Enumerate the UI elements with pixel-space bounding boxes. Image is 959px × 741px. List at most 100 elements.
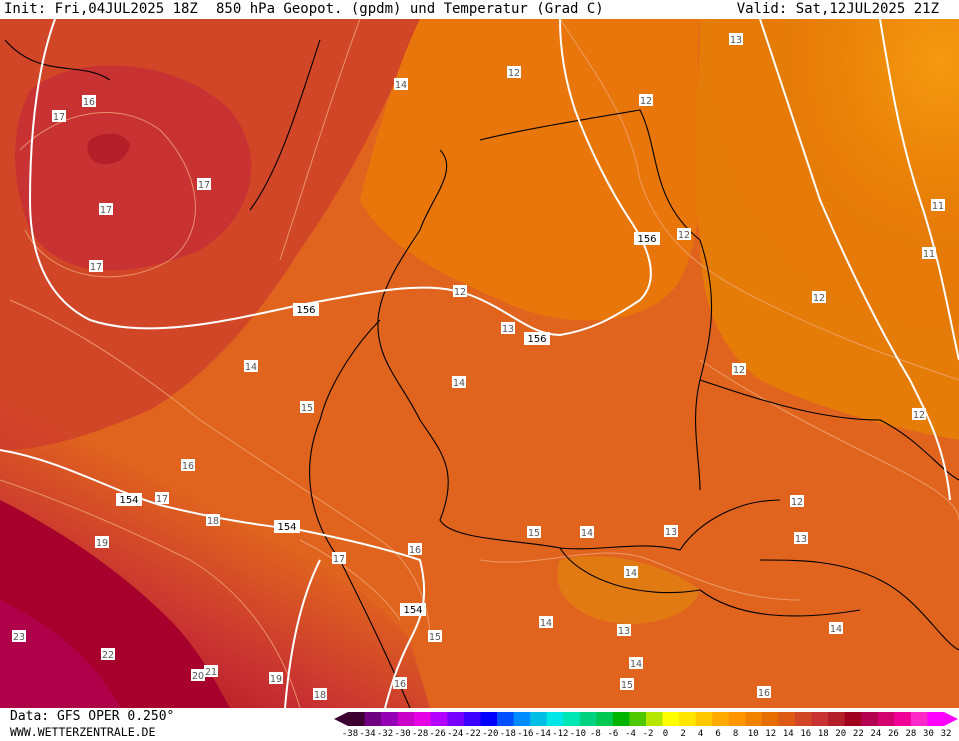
- scale-tick-label: -4: [625, 729, 636, 739]
- geo-label: 156: [634, 232, 660, 245]
- scale-tick-label: 2: [680, 729, 686, 739]
- temp-label: 20: [191, 669, 205, 682]
- temp-label-text: 16: [394, 679, 406, 690]
- scale-swatch: [447, 712, 465, 726]
- temp-label: 13: [729, 33, 743, 46]
- temp-label-text: 18: [207, 516, 219, 527]
- scale-tick-label: -38: [341, 729, 359, 739]
- scale-tick-label: -8: [589, 729, 601, 739]
- temp-label: 12: [677, 228, 691, 241]
- temp-label-text: 14: [453, 378, 465, 389]
- scale-tick-label: -32: [376, 729, 394, 739]
- scale-swatch: [513, 712, 531, 726]
- geo-label: 156: [293, 303, 319, 316]
- geopotential-labels: 156 156 156 154 154 154: [116, 232, 660, 616]
- temp-label-text: 14: [540, 618, 552, 629]
- temp-label: 13: [617, 624, 631, 637]
- temp-label: 13: [501, 322, 515, 335]
- temp-label: 17: [89, 260, 103, 273]
- temp-label: 14: [394, 78, 408, 91]
- temp-label-text: 14: [625, 568, 637, 579]
- temp-label-text: 13: [665, 527, 677, 538]
- temp-label: 14: [829, 622, 843, 635]
- geo-label-text: 154: [277, 522, 296, 533]
- scale-swatch: [844, 712, 862, 726]
- geopotential-lines: [0, 19, 959, 708]
- temp-label-text: 11: [932, 201, 944, 212]
- temp-label-text: 21: [205, 667, 217, 678]
- scale-tick-label: -24: [447, 729, 464, 739]
- geo-label-text: 154: [403, 605, 422, 616]
- temp-label: 12: [732, 363, 746, 376]
- country-borders: [4, 39, 959, 708]
- temp-label-text: 12: [913, 410, 925, 421]
- temp-label: 13: [664, 525, 678, 538]
- scale-swatch: [546, 712, 564, 726]
- scale-tick-label: 16: [800, 729, 812, 739]
- temp-label-text: 13: [618, 626, 630, 637]
- temp-label: 12: [912, 408, 926, 421]
- scale-swatch: [480, 712, 498, 726]
- map-header: Init: Fri,04JUL2025 18Z 850 hPa Geopot. …: [0, 0, 959, 19]
- scale-tick-label: 24: [870, 729, 882, 739]
- temp-label-text: 23: [13, 632, 25, 643]
- temperature-color-scale: [334, 712, 958, 726]
- scale-tick-label: 0: [662, 729, 669, 739]
- temp-label: 12: [507, 66, 521, 79]
- scale-tick-label: 32: [940, 729, 952, 739]
- temp-label-text: 12: [454, 287, 466, 298]
- init-time: Init: Fri,04JUL2025 18Z: [4, 1, 198, 17]
- temp-label-text: 17: [156, 494, 168, 505]
- temperature-labels: 1312121416171717171712121111121213141415…: [12, 33, 945, 701]
- temp-label: 13: [794, 532, 808, 545]
- temp-label: 18: [206, 514, 220, 527]
- scale-swatch: [579, 712, 597, 726]
- temp-label-text: 11: [923, 249, 935, 260]
- temp-label-text: 16: [758, 688, 770, 699]
- geo-label-text: 156: [296, 305, 315, 316]
- isotherm-lines: [0, 19, 959, 708]
- geo-label-text: 156: [637, 234, 656, 245]
- scale-swatch: [861, 712, 879, 726]
- scale-swatch: [530, 712, 548, 726]
- temp-label-text: 16: [409, 545, 421, 556]
- temp-label: 16: [757, 686, 771, 699]
- temp-label: 14: [580, 526, 594, 539]
- temp-label: 16: [82, 95, 96, 108]
- temp-label-text: 15: [301, 403, 313, 414]
- scale-tick-label: 14: [782, 729, 794, 739]
- scale-tick-label: -6: [607, 729, 619, 739]
- scale-tick-label: 6: [715, 729, 721, 739]
- scale-swatch: [894, 712, 912, 726]
- scale-swatch: [563, 712, 581, 726]
- temperature-zone-alps: [557, 556, 700, 624]
- temp-label-text: 16: [83, 97, 95, 108]
- scale-swatch: [712, 712, 730, 726]
- scale-swatch: [695, 712, 713, 726]
- temperature-zone-warm-core: [87, 133, 130, 165]
- temp-label: 14: [539, 616, 553, 629]
- temp-label-text: 17: [53, 112, 65, 123]
- temp-label-text: 12: [508, 68, 520, 79]
- scale-swatch: [348, 712, 366, 726]
- temp-label-text: 17: [90, 262, 102, 273]
- scale-tick-label: 18: [817, 729, 829, 739]
- scale-swatch: [497, 712, 515, 726]
- temp-label-text: 14: [830, 624, 842, 635]
- map-title: 850 hPa Geopot. (gpdm) und Temperatur (G…: [216, 1, 604, 17]
- data-source: Data: GFS OPER 0.250°: [10, 709, 175, 724]
- scale-swatch: [364, 712, 382, 726]
- temp-label: 15: [300, 401, 314, 414]
- weather-map[interactable]: 156 156 156 154 154 154 13 12 12 14 16 17 17 17…: [0, 19, 959, 708]
- geo-label: 154: [116, 493, 142, 506]
- temp-label-text: 15: [621, 680, 633, 691]
- scale-swatch: [828, 712, 846, 726]
- scale-swatch: [778, 712, 796, 726]
- temp-label: 15: [527, 526, 541, 539]
- temp-label: 14: [624, 566, 638, 579]
- scale-tick-label: -26: [429, 729, 446, 739]
- temp-label: 12: [453, 285, 467, 298]
- temp-label: 12: [639, 94, 653, 107]
- temp-label: 12: [812, 291, 826, 304]
- scale-tick-label: -16: [517, 729, 534, 739]
